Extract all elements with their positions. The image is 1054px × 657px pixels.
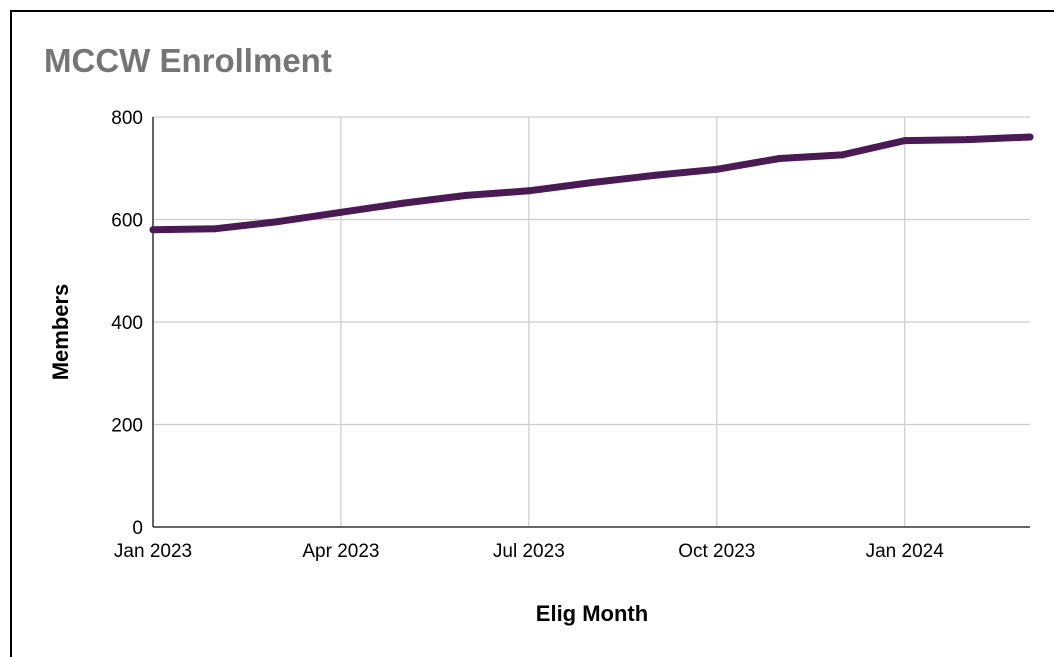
data-point [274, 218, 282, 226]
x-axis-title: Elig Month [536, 601, 648, 626]
data-point [525, 187, 533, 195]
data-point [1026, 133, 1034, 141]
data-point [775, 155, 783, 163]
data-point [212, 225, 220, 233]
x-tick-label: Jan 2023 [114, 541, 192, 562]
data-point [588, 179, 595, 187]
data-point [149, 226, 157, 234]
y-tick-label: 800 [111, 108, 143, 129]
tick-labels: 0 200 400 600 800 Jan 2023 Apr 2023 Jul 2023 Oct… [111, 108, 944, 562]
x-tick-label: Jan 2024 [866, 541, 945, 562]
y-tick-label: 0 [132, 518, 143, 539]
data-point [400, 199, 408, 207]
data-point [650, 171, 658, 179]
data-point [713, 165, 721, 173]
y-tick-label: 600 [111, 211, 143, 232]
chart-title: MCCW Enrollment [44, 42, 332, 79]
data-point [838, 151, 846, 159]
axes [152, 117, 1030, 528]
chart-frame [10, 10, 1054, 657]
x-tick-label: Apr 2023 [302, 541, 379, 562]
data-point [462, 191, 470, 199]
data-point [963, 136, 971, 144]
gridlines [152, 116, 1030, 527]
data-point [337, 208, 345, 216]
x-tick-label: Jul 2023 [493, 541, 565, 562]
series-layer [149, 133, 1034, 234]
y-tick-label: 200 [111, 416, 143, 437]
x-tick-label: Oct 2023 [678, 541, 755, 562]
y-tick-label: 400 [111, 313, 143, 334]
data-point [901, 137, 909, 145]
y-axis-title: Members [48, 284, 73, 381]
